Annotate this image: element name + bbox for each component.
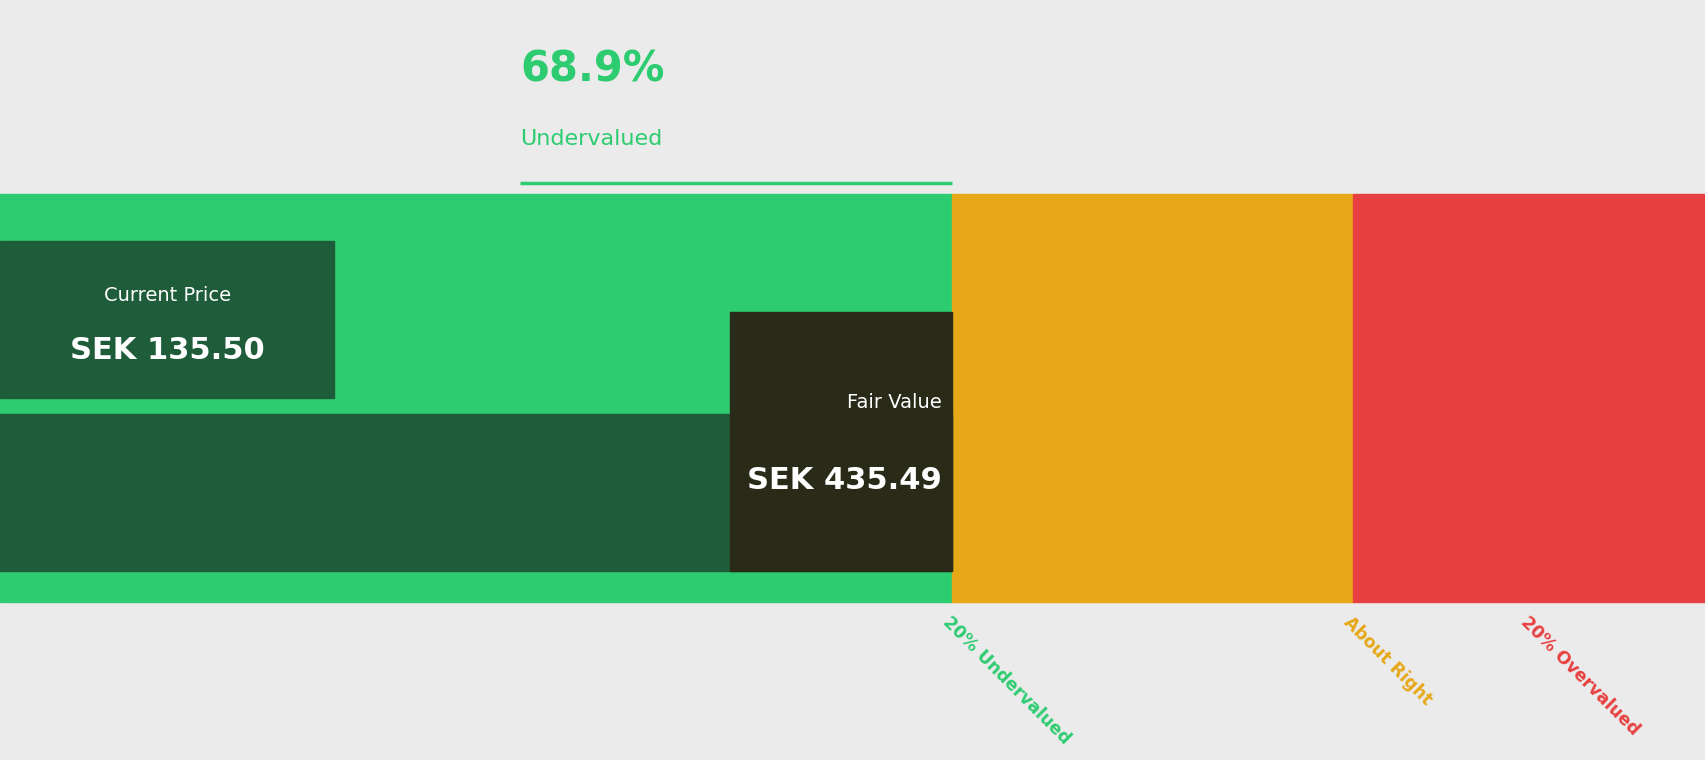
Text: Fair Value: Fair Value: [846, 393, 941, 412]
Bar: [0, 241, 334, 398]
Text: Current Price: Current Price: [104, 287, 230, 306]
Bar: [1352, 194, 1705, 603]
Text: SEK 435.49: SEK 435.49: [747, 466, 941, 495]
Text: 20% Overvalued: 20% Overvalued: [1516, 613, 1642, 739]
Bar: [0, 413, 951, 572]
Text: About Right: About Right: [1340, 613, 1434, 708]
Bar: [951, 194, 1352, 603]
Text: SEK 135.50: SEK 135.50: [70, 337, 264, 366]
Text: Undervalued: Undervalued: [520, 128, 662, 148]
Bar: [0, 194, 951, 603]
Bar: [730, 312, 951, 572]
Text: 68.9%: 68.9%: [520, 48, 665, 90]
Text: 20% Undervalued: 20% Undervalued: [939, 613, 1074, 748]
